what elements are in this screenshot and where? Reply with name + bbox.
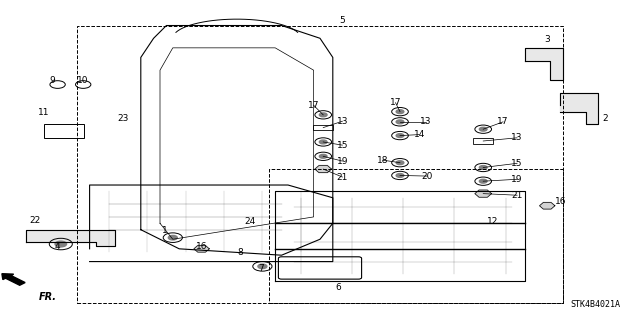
Polygon shape — [540, 203, 555, 209]
Text: 1: 1 — [163, 226, 168, 235]
Text: 23: 23 — [117, 114, 129, 123]
Text: 12: 12 — [487, 217, 499, 226]
Circle shape — [168, 235, 177, 240]
Circle shape — [396, 110, 404, 114]
Text: 16: 16 — [196, 242, 207, 251]
Text: 13: 13 — [420, 117, 431, 126]
Circle shape — [479, 127, 487, 131]
Polygon shape — [26, 230, 115, 246]
Text: 10: 10 — [77, 76, 89, 85]
Text: 7: 7 — [259, 264, 264, 273]
Text: 17: 17 — [308, 101, 319, 110]
Text: 14: 14 — [413, 130, 425, 139]
Text: 16: 16 — [555, 197, 566, 206]
Circle shape — [479, 166, 487, 169]
Circle shape — [319, 140, 327, 144]
FancyBboxPatch shape — [44, 124, 84, 138]
Text: 17: 17 — [497, 117, 509, 126]
FancyBboxPatch shape — [473, 138, 493, 144]
Circle shape — [55, 241, 67, 247]
Text: 21: 21 — [337, 173, 348, 182]
Text: 19: 19 — [511, 175, 523, 184]
Polygon shape — [525, 48, 563, 80]
Circle shape — [396, 161, 404, 165]
Polygon shape — [475, 190, 492, 197]
Circle shape — [396, 120, 404, 124]
Text: FR.: FR. — [38, 292, 56, 302]
Circle shape — [396, 134, 404, 137]
Text: 8: 8 — [238, 248, 243, 257]
Text: 11: 11 — [38, 108, 49, 117]
FancyArrow shape — [2, 274, 25, 285]
Polygon shape — [315, 166, 332, 173]
Text: STK4B4021A: STK4B4021A — [571, 300, 621, 309]
Text: 15: 15 — [337, 141, 348, 150]
FancyBboxPatch shape — [278, 257, 362, 279]
Circle shape — [258, 264, 267, 269]
Text: 22: 22 — [29, 216, 41, 225]
Text: 20: 20 — [422, 172, 433, 181]
FancyBboxPatch shape — [313, 125, 333, 130]
Text: 17: 17 — [390, 98, 401, 107]
Text: 13: 13 — [337, 117, 348, 126]
Text: 6: 6 — [335, 283, 340, 292]
Text: 24: 24 — [244, 217, 255, 226]
Text: 18: 18 — [377, 156, 388, 165]
Text: 9: 9 — [50, 76, 55, 85]
Text: 13: 13 — [511, 133, 523, 142]
Text: 4: 4 — [55, 242, 60, 251]
Circle shape — [319, 154, 327, 158]
Circle shape — [319, 113, 327, 117]
Text: 2: 2 — [602, 114, 607, 122]
Polygon shape — [560, 93, 598, 124]
Text: 21: 21 — [511, 191, 523, 200]
Polygon shape — [194, 246, 209, 252]
Text: 19: 19 — [337, 157, 348, 166]
Circle shape — [479, 179, 487, 183]
Text: 3: 3 — [545, 35, 550, 44]
Text: 15: 15 — [511, 159, 523, 168]
Text: 5: 5 — [340, 16, 345, 25]
Circle shape — [396, 174, 404, 177]
